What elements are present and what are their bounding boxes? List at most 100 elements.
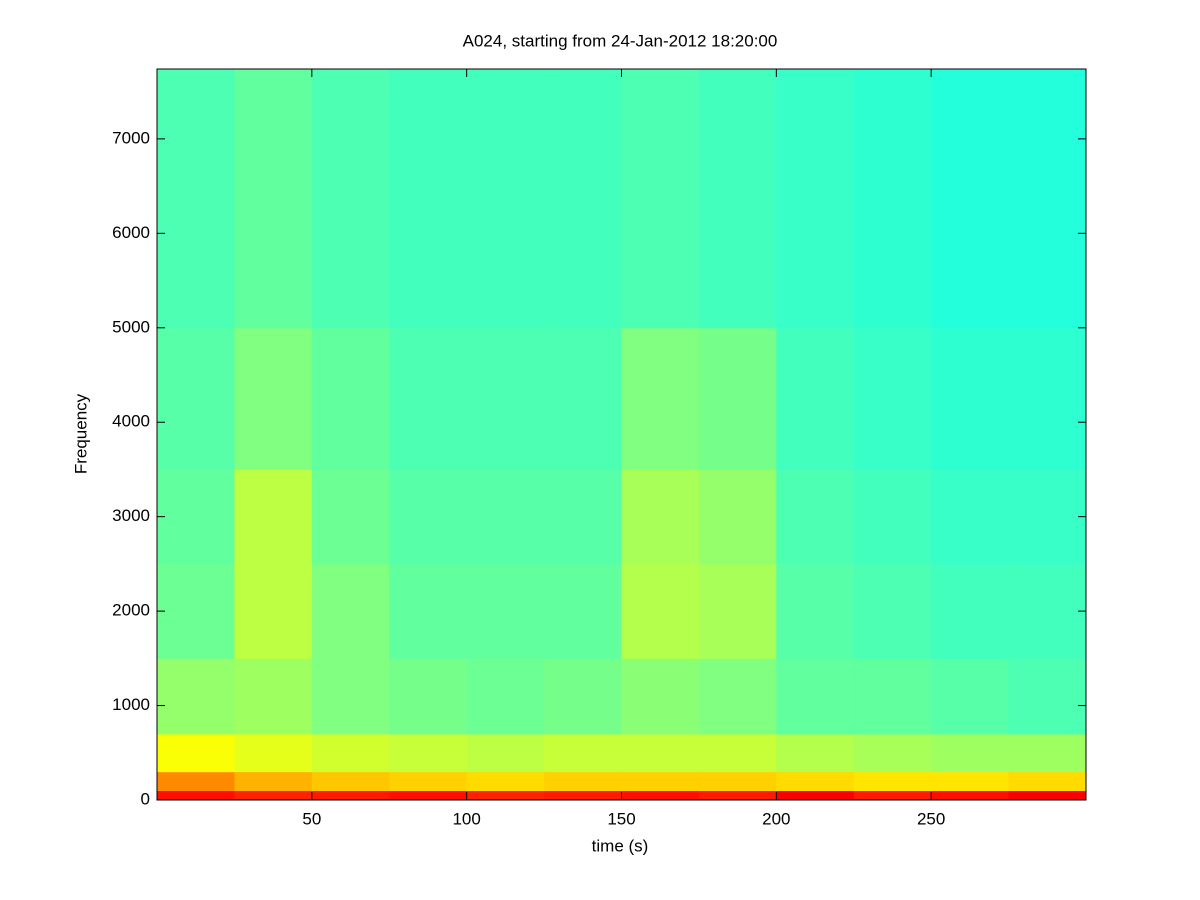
spectrogram-cell bbox=[853, 733, 932, 773]
spectrogram-cell bbox=[698, 327, 777, 470]
y-tick-label: 4000 bbox=[112, 412, 150, 431]
spectrogram-cell bbox=[621, 790, 700, 801]
spectrogram-cell bbox=[157, 327, 235, 470]
spectrogram-cell bbox=[389, 771, 468, 792]
spectrogram-cell bbox=[311, 733, 390, 773]
spectrogram-cell bbox=[621, 327, 700, 470]
spectrogram-cell bbox=[389, 563, 468, 659]
spectrogram-cell bbox=[157, 69, 235, 329]
spectrogram-cell bbox=[931, 790, 1010, 801]
spectrogram-cell bbox=[544, 733, 622, 773]
spectrogram-cell bbox=[466, 771, 545, 792]
spectrogram-cell bbox=[389, 469, 468, 565]
spectrogram-cell bbox=[1008, 327, 1087, 470]
spectrogram-cell bbox=[931, 563, 1010, 659]
spectrogram-cell bbox=[544, 790, 622, 801]
y-tick-label: 1000 bbox=[112, 695, 150, 714]
spectrogram-cell bbox=[1008, 69, 1087, 329]
spectrogram-cell bbox=[544, 69, 622, 329]
spectrogram-cell bbox=[234, 69, 313, 329]
y-tick-label: 5000 bbox=[112, 317, 150, 336]
spectrogram-cell bbox=[466, 327, 545, 470]
spectrogram-cell bbox=[931, 771, 1010, 792]
spectrogram-cell bbox=[1008, 733, 1087, 773]
x-tick-label: 150 bbox=[607, 809, 635, 828]
spectrogram-cell bbox=[234, 563, 313, 659]
spectrogram-cell bbox=[621, 733, 700, 773]
spectrogram-cell bbox=[931, 469, 1010, 565]
spectrogram-cell bbox=[776, 563, 855, 659]
spectrogram-cell bbox=[311, 469, 390, 565]
spectrogram-cell bbox=[621, 771, 700, 792]
y-tick-label: 7000 bbox=[112, 128, 150, 147]
spectrogram-cell bbox=[544, 469, 622, 565]
spectrogram-cell bbox=[311, 771, 390, 792]
spectrogram-cell bbox=[931, 658, 1010, 735]
spectrogram-cell bbox=[776, 69, 855, 329]
spectrogram-cell bbox=[698, 658, 777, 735]
spectrogram-cell bbox=[776, 771, 855, 792]
spectrogram-cell bbox=[466, 469, 545, 565]
spectrogram-cell bbox=[311, 658, 390, 735]
spectrogram-cell bbox=[544, 563, 622, 659]
spectrogram-cell bbox=[157, 771, 235, 792]
spectrogram-cell bbox=[853, 658, 932, 735]
spectrogram-cell bbox=[1008, 469, 1087, 565]
spectrogram-cell bbox=[389, 790, 468, 801]
spectrogram-cell bbox=[466, 790, 545, 801]
spectrogram-cell bbox=[234, 658, 313, 735]
spectrogram-cell bbox=[853, 790, 932, 801]
spectrogram-cell bbox=[853, 771, 932, 792]
x-tick-label: 250 bbox=[917, 809, 945, 828]
y-tick-label: 2000 bbox=[112, 601, 150, 620]
spectrogram-cell bbox=[234, 733, 313, 773]
spectrogram-cell bbox=[853, 69, 932, 329]
spectrogram-cell bbox=[853, 327, 932, 470]
spectrogram-cell bbox=[698, 733, 777, 773]
spectrogram-cell bbox=[157, 733, 235, 773]
chart-title: A024, starting from 24-Jan-2012 18:20:00 bbox=[463, 31, 778, 50]
spectrogram-cell bbox=[1008, 771, 1087, 792]
y-axis-label: Frequency bbox=[71, 393, 90, 474]
spectrogram-cell bbox=[698, 563, 777, 659]
spectrogram-cell bbox=[311, 563, 390, 659]
spectrogram-cell bbox=[776, 733, 855, 773]
spectrogram-cell bbox=[931, 733, 1010, 773]
spectrogram-cell bbox=[776, 658, 855, 735]
spectrogram-cell bbox=[157, 563, 235, 659]
spectrogram-cell bbox=[311, 69, 390, 329]
spectrogram-cell bbox=[311, 790, 390, 801]
spectrogram-cell bbox=[544, 771, 622, 792]
spectrogram-cell bbox=[157, 790, 235, 801]
spectrogram-cell bbox=[544, 658, 622, 735]
heatmap bbox=[157, 69, 1087, 801]
spectrogram-cell bbox=[234, 790, 313, 801]
spectrogram-cell bbox=[776, 790, 855, 801]
spectrogram-cell bbox=[853, 469, 932, 565]
spectrogram-cell bbox=[157, 658, 235, 735]
y-tick-label: 6000 bbox=[112, 223, 150, 242]
spectrogram-cell bbox=[234, 771, 313, 792]
spectrogram-cell bbox=[544, 327, 622, 470]
spectrogram-cell bbox=[389, 327, 468, 470]
y-tick-label: 3000 bbox=[112, 506, 150, 525]
x-tick-label: 100 bbox=[452, 809, 480, 828]
spectrogram-cell bbox=[698, 790, 777, 801]
spectrogram-cell bbox=[389, 658, 468, 735]
axes: 50 100 150 200 250 0 1000 2000 3000 4000 5000 6000 7… bbox=[112, 68, 1087, 828]
spectrogram-cell bbox=[311, 327, 390, 470]
spectrogram-cell bbox=[776, 469, 855, 565]
spectrogram-cell bbox=[931, 327, 1010, 470]
spectrogram-cell bbox=[234, 327, 313, 470]
spectrogram-cell bbox=[1008, 658, 1087, 735]
spectrogram-cell bbox=[1008, 790, 1087, 801]
spectrogram-cell bbox=[621, 658, 700, 735]
spectrogram-cell bbox=[621, 563, 700, 659]
spectrogram-cell bbox=[389, 69, 468, 329]
spectrogram-cell bbox=[389, 733, 468, 773]
spectrogram-cell bbox=[157, 469, 235, 565]
y-tick-label: 0 bbox=[141, 789, 150, 808]
spectrogram-cell bbox=[1008, 563, 1087, 659]
